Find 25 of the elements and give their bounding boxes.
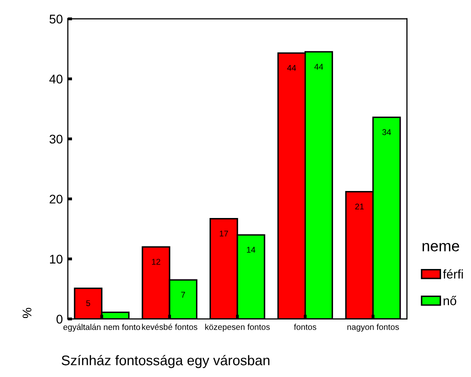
data-label: 21 — [355, 204, 364, 210]
x-tick-label: nagyon fontos — [347, 324, 399, 332]
legend-label: férfi — [443, 269, 463, 279]
y-tick-label: 40 — [49, 74, 62, 84]
y-tick-label: 30 — [50, 134, 62, 144]
y-axis-title: % — [22, 308, 32, 318]
data-label: 7 — [181, 292, 186, 298]
data-label: 44 — [287, 65, 296, 71]
x-tick-label: fontos — [294, 324, 316, 330]
data-label: 5 — [86, 300, 90, 306]
data-label: 14 — [246, 246, 256, 253]
y-tick-label: 0 — [56, 314, 62, 324]
data-label: 44 — [314, 64, 324, 70]
data-label: 12 — [152, 258, 160, 265]
legend-label: nő — [444, 296, 456, 306]
x-axis-title: Színház fontossága egy városban — [62, 354, 270, 368]
x-tick-label: közepesen fontos — [205, 324, 270, 332]
data-label: 34 — [382, 129, 391, 136]
x-tick-label: egyáltalán nem fonto — [63, 324, 140, 332]
legend-title: neme — [422, 242, 460, 252]
y-tick-label: 10 — [50, 254, 62, 264]
x-tick-label: kevésbé fontos — [142, 324, 198, 330]
y-tick-label: 20 — [50, 194, 62, 204]
data-label: 17 — [220, 230, 228, 236]
y-tick-label: 50 — [50, 14, 62, 24]
